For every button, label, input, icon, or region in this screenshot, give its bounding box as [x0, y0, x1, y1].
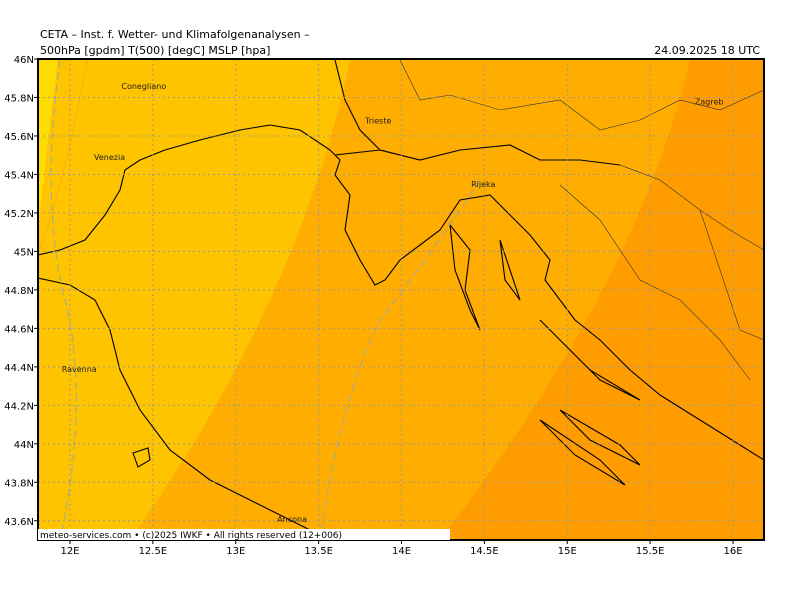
lat-tick-label: 43.6N — [4, 517, 34, 528]
city-label: Venezia — [94, 153, 125, 162]
lat-tick-label: 44.4N — [4, 363, 34, 374]
map-area: Conegliano Venezia Trieste Rijeka Zagreb Rave… — [38, 59, 764, 540]
isobar — [50, 59, 481, 540]
cities: Conegliano Venezia Trieste Rijeka Zagreb Rave… — [62, 82, 724, 524]
city-label: Ravenna — [62, 365, 97, 374]
lat-tick-label: 45N — [14, 247, 34, 258]
lat-tick-label: 45.4N — [4, 170, 34, 181]
footer-box — [38, 529, 450, 540]
header-title: CETA – Inst. f. Wetter- und Klimafolgena… — [40, 28, 310, 41]
lat-tick-label: 45.6N — [4, 132, 34, 143]
coastline-croatia — [329, 149, 764, 461]
lon-tick-label: 15E — [558, 546, 577, 557]
lon-tick-label: 14.5E — [470, 546, 499, 557]
axes: 12E 12.5E 13E 13.5E 14E 14.5E 15E 15.5E 16E 43.6N… — [4, 55, 742, 557]
lake — [132, 447, 151, 468]
lat-tick-label: 46N — [14, 55, 34, 66]
city-label: Rijeka — [471, 180, 495, 189]
lon-tick-label: 15.5E — [636, 546, 665, 557]
lon-tick-label: 14E — [392, 546, 411, 557]
band-3 — [440, 59, 764, 540]
lat-tick-label: 43.8N — [4, 478, 34, 489]
lon-tick-label: 13.5E — [304, 546, 333, 557]
islands — [449, 223, 641, 486]
footer: meteo-services.com • (c)2025 IWKF • All … — [40, 531, 342, 541]
band-0 — [38, 59, 58, 230]
border-slovenia — [334, 59, 621, 166]
lat-tick-label: 44.8N — [4, 286, 34, 297]
city-label: Ancona — [277, 515, 307, 524]
inland-borders — [399, 59, 764, 381]
lat-tick-label: 45.2N — [4, 209, 34, 220]
header-time: 24.09.2025 18 UTC — [654, 44, 760, 57]
lat-tick-label: 44N — [14, 440, 34, 451]
lon-tick-label: 12.5E — [139, 546, 168, 557]
lat-tick-label: 44.2N — [4, 401, 34, 412]
header-parameters: 500hPa [gpdm] T(500) [degC] MSLP [hpa] — [40, 44, 270, 57]
coastline-italy — [38, 124, 331, 540]
lon-tick-label: 13E — [226, 546, 245, 557]
city-label: Conegliano — [121, 82, 166, 91]
city-label: Trieste — [364, 117, 391, 126]
grid — [38, 59, 764, 540]
lon-tick-label: 12E — [60, 546, 79, 557]
lon-tick-label: 16E — [723, 546, 742, 557]
city-label: Zagreb — [695, 97, 724, 106]
lat-tick-label: 45.8N — [4, 93, 34, 104]
contour — [38, 59, 89, 256]
lat-tick-label: 44.6N — [4, 324, 34, 335]
